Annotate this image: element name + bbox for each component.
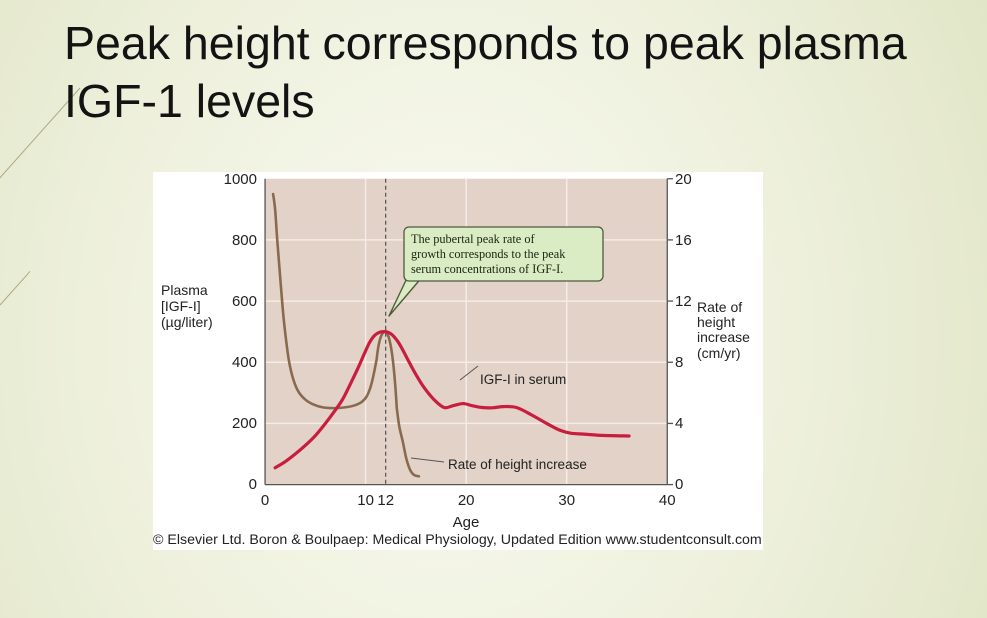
svg-text:12: 12 bbox=[675, 293, 692, 310]
svg-text:(µg/liter): (µg/liter) bbox=[161, 314, 213, 330]
svg-text:16: 16 bbox=[675, 232, 692, 249]
svg-text:0: 0 bbox=[675, 476, 683, 493]
svg-text:10: 10 bbox=[357, 492, 374, 509]
svg-text:40: 40 bbox=[659, 492, 676, 509]
svg-text:increase: increase bbox=[697, 329, 750, 345]
svg-text:8: 8 bbox=[675, 354, 683, 371]
svg-text:Rate of: Rate of bbox=[697, 299, 742, 315]
svg-text:0: 0 bbox=[249, 476, 257, 493]
svg-text:800: 800 bbox=[232, 232, 257, 249]
svg-text:IGF-I in serum: IGF-I in serum bbox=[480, 372, 566, 387]
svg-text:20: 20 bbox=[458, 492, 475, 509]
svg-text:Age: Age bbox=[453, 514, 480, 531]
svg-text:20: 20 bbox=[675, 172, 692, 188]
svg-text:30: 30 bbox=[558, 492, 575, 509]
svg-text:Plasma: Plasma bbox=[161, 282, 208, 298]
svg-text:12: 12 bbox=[377, 492, 394, 509]
svg-text:400: 400 bbox=[232, 354, 257, 371]
svg-text:[IGF-I]: [IGF-I] bbox=[161, 298, 201, 314]
svg-text:600: 600 bbox=[232, 293, 257, 310]
svg-text:4: 4 bbox=[675, 415, 683, 432]
svg-text:height: height bbox=[697, 314, 735, 330]
svg-text:0: 0 bbox=[261, 492, 269, 509]
svg-text:Rate of height increase: Rate of height increase bbox=[448, 457, 587, 472]
svg-text:© Elsevier Ltd. Boron & Boulpa: © Elsevier Ltd. Boron & Boulpaep: Medica… bbox=[153, 532, 762, 548]
svg-text:growth corresponds to the peak: growth corresponds to the peak bbox=[411, 247, 566, 261]
svg-text:1000: 1000 bbox=[224, 172, 257, 188]
svg-text:serum concentrations of IGF-I.: serum concentrations of IGF-I. bbox=[411, 262, 563, 276]
svg-text:(cm/yr): (cm/yr) bbox=[697, 345, 741, 361]
svg-text:The pubertal peak rate of: The pubertal peak rate of bbox=[411, 232, 535, 246]
svg-text:200: 200 bbox=[232, 415, 257, 432]
